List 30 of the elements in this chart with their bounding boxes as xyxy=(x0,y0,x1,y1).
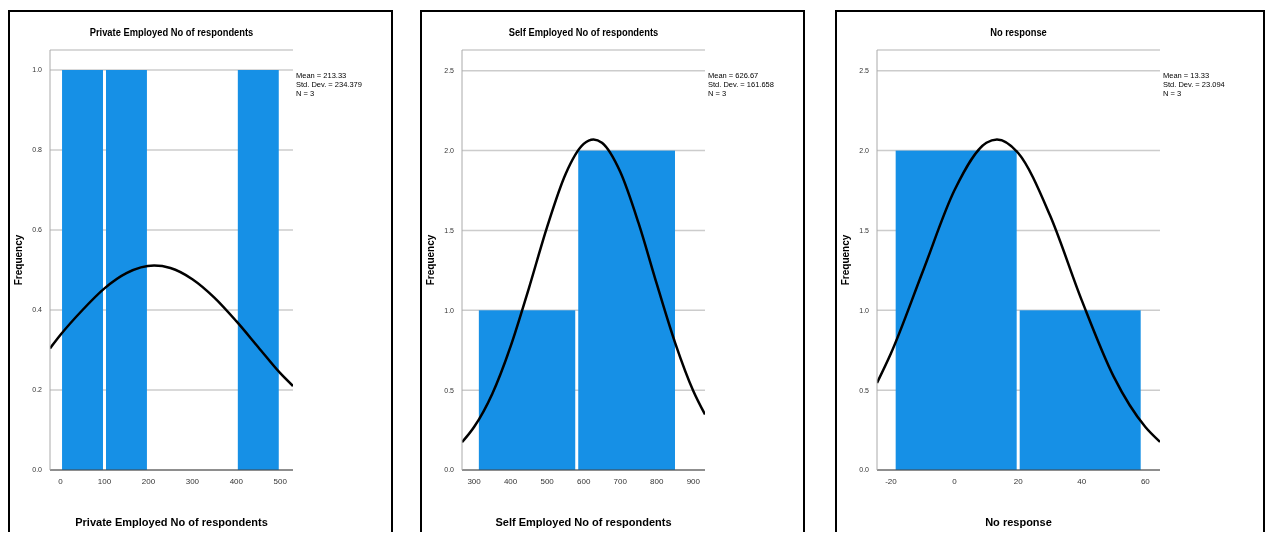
x-axis-title: Self Employed No of respondents xyxy=(495,516,672,528)
x-tick-label: 0 xyxy=(952,476,958,486)
x-tick-label: 300 xyxy=(185,476,200,486)
x-tick-label: 600 xyxy=(577,476,591,486)
x-axis-title: Private Employed No of respondents xyxy=(75,516,268,528)
x-tick-label: 0 xyxy=(58,476,64,486)
x-tick-label: 900 xyxy=(686,476,701,486)
x-tick-label: -20 xyxy=(885,476,898,486)
x-tick-label: 300 xyxy=(467,476,482,486)
y-axis-title: Frequency xyxy=(839,234,851,286)
x-tick-label: 800 xyxy=(650,476,664,486)
y-axis-title: Frequency xyxy=(12,234,24,286)
chart-title: No response xyxy=(989,26,1048,38)
y-axis-title: Frequency xyxy=(424,234,436,286)
x-tick-label: 400 xyxy=(503,476,518,486)
x-tick-label: 200 xyxy=(141,476,156,486)
x-tick-label: 100 xyxy=(97,476,112,486)
x-tick-label: 40 xyxy=(1077,476,1087,486)
x-tick-label: 700 xyxy=(613,476,628,486)
x-axis-title: No response xyxy=(985,516,1052,528)
x-tick-label: 400 xyxy=(229,476,244,486)
line-series xyxy=(50,264,293,388)
chart-title: Self Employed No of respondents xyxy=(507,26,660,38)
x-tick-label: 500 xyxy=(540,476,555,486)
x-tick-label: 500 xyxy=(273,476,288,486)
x-tick-label: 20 xyxy=(1013,476,1024,486)
line-series xyxy=(462,138,705,444)
line-series xyxy=(877,138,1160,444)
x-tick-label: 60 xyxy=(1140,476,1151,486)
chart-title: Private Employed No of respondents xyxy=(88,26,255,38)
